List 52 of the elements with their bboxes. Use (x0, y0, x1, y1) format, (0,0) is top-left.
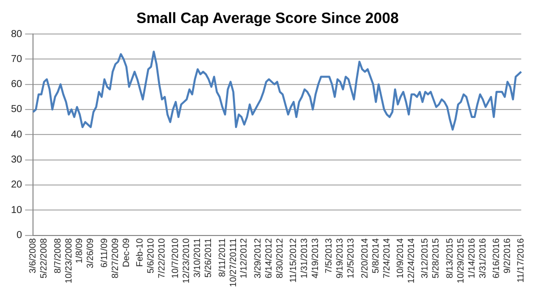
chart-title: Small Cap Average Score Since 2008 (136, 10, 399, 28)
x-tick-label: 7/5/2013 (324, 238, 334, 274)
x-tick-label: 4/19/2013 (310, 238, 320, 278)
x-tick-label: 11/15/2012 (288, 238, 298, 283)
x-tick-label: 8/7/2008 (52, 238, 62, 274)
x-tick-label: 12/5/2013 (346, 238, 356, 278)
x-tick-label: 3/6/2008 (28, 238, 38, 274)
x-tick-label: 1/8/09 (74, 238, 84, 264)
y-tick-label: 50 (11, 104, 23, 116)
x-tick-label: 9/19/2013 (334, 238, 345, 278)
x-tick-label: 10/29/2015 (455, 238, 466, 284)
x-tick-label: 10/9/2014 (395, 238, 406, 278)
x-tick-label: 11/17/2016 (516, 238, 526, 283)
x-tick-label: Feb-10 (134, 238, 145, 267)
y-tick-label: 20 (11, 180, 23, 191)
x-tick-label: Dec-09 (120, 238, 131, 268)
x-tick-label: 8/30/2012 (274, 238, 284, 278)
x-tick-label: 1/14/2016 (466, 238, 476, 278)
x-tick-label: 5/8/2014 (370, 238, 380, 274)
x-tick-label: 3/12/2015 (420, 238, 430, 278)
x-tick-label: 7/24/2014 (381, 238, 392, 278)
x-tick-label: 2/20/2014 (359, 238, 370, 278)
x-tick-label: 5/6/2010 (146, 238, 156, 274)
x-tick-label: 5/26/2011 (203, 238, 214, 278)
x-tick-label: 12/24/2014 (406, 238, 416, 284)
y-tick-label: 0 (16, 230, 23, 242)
x-tick-label: 6/11/09 (98, 238, 109, 268)
y-tick-label: 30 (11, 154, 23, 166)
x-tick-label: 9/2/2016 (502, 238, 512, 274)
x-tick-label: 7/22/2010 (156, 238, 166, 278)
x-tick-label: 5/22/2008 (38, 238, 49, 278)
x-tick-label: 3/31/2016 (477, 238, 488, 278)
x-tick-label: 3/10/2011 (192, 238, 202, 278)
y-tick-label: 40 (11, 129, 23, 140)
y-tick-label: 60 (11, 79, 23, 90)
y-tick-label: 10 (11, 204, 23, 216)
x-tick-label: 8/13/2015 (444, 238, 454, 278)
x-tick-label: 6/16/2016 (491, 238, 502, 278)
x-tick-label: 1/31/2013 (299, 238, 310, 278)
y-tick-label: 80 (11, 28, 23, 40)
x-tick-label: 10/23/2008 (63, 238, 74, 284)
x-tick-label: 3/26/09 (85, 238, 96, 268)
x-tick-label: 8/11/2011 (216, 238, 227, 277)
x-tick-label: 3/29/2012 (252, 238, 262, 278)
x-tick-label: 1/12/2012 (238, 238, 249, 278)
x-tick-label: 5/28/2015 (430, 238, 441, 278)
x-tick-label: 6/14/2012 (263, 238, 274, 278)
x-tick-label: 10/27/20111 (228, 238, 238, 288)
x-tick-label: 12/23/2010 (181, 238, 192, 284)
x-tick-label: 10/7/2010 (170, 238, 180, 278)
x-tick-label: 8/27/2009 (110, 238, 120, 278)
y-tick-label: 70 (11, 54, 23, 65)
